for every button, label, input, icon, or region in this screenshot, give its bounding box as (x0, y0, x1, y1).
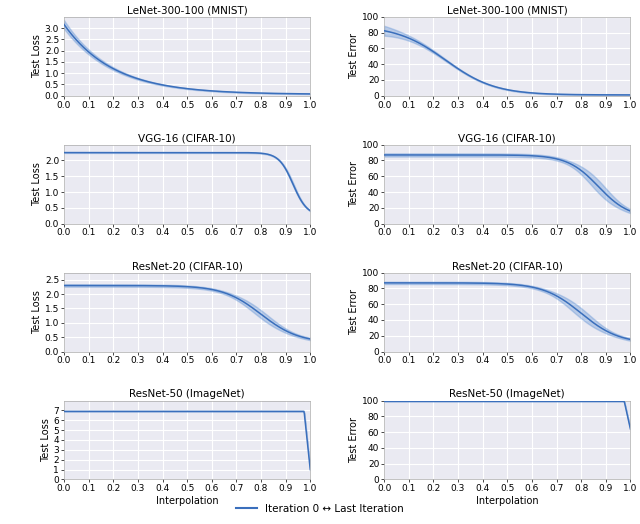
Y-axis label: Test Error: Test Error (349, 417, 359, 463)
Y-axis label: Test Loss: Test Loss (32, 290, 42, 334)
Title: ResNet-20 (CIFAR-10): ResNet-20 (CIFAR-10) (132, 261, 243, 271)
X-axis label: Interpolation: Interpolation (156, 496, 218, 506)
Y-axis label: Test Loss: Test Loss (40, 418, 51, 462)
Title: LeNet-300-100 (MNIST): LeNet-300-100 (MNIST) (127, 5, 248, 15)
Title: ResNet-50 (ImageNet): ResNet-50 (ImageNet) (449, 389, 565, 399)
Title: LeNet-300-100 (MNIST): LeNet-300-100 (MNIST) (447, 5, 568, 15)
Title: ResNet-20 (CIFAR-10): ResNet-20 (CIFAR-10) (452, 261, 563, 271)
Y-axis label: Test Error: Test Error (349, 161, 359, 207)
Y-axis label: Test Loss: Test Loss (32, 34, 42, 78)
X-axis label: Interpolation: Interpolation (476, 496, 539, 506)
Title: ResNet-50 (ImageNet): ResNet-50 (ImageNet) (129, 389, 245, 399)
Title: VGG-16 (CIFAR-10): VGG-16 (CIFAR-10) (138, 133, 236, 143)
Y-axis label: Test Error: Test Error (349, 289, 359, 335)
Y-axis label: Test Error: Test Error (349, 33, 359, 79)
Y-axis label: Test Loss: Test Loss (32, 162, 42, 206)
Legend: Iteration 0 ↔ Last Iteration: Iteration 0 ↔ Last Iteration (232, 499, 408, 518)
Title: VGG-16 (CIFAR-10): VGG-16 (CIFAR-10) (458, 133, 556, 143)
